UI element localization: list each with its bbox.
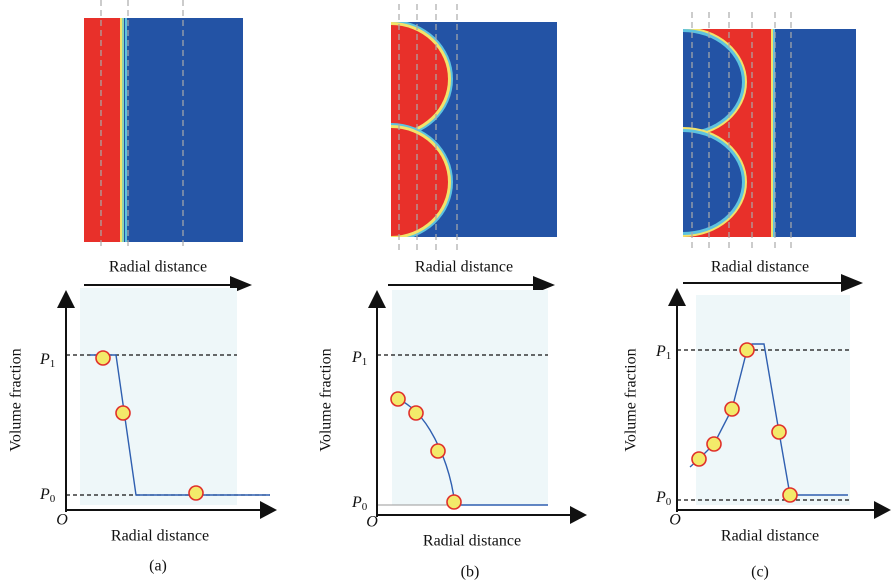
symbol: P <box>351 494 362 511</box>
subscript: 0 <box>666 496 672 508</box>
droplet <box>391 128 448 236</box>
sample-point <box>115 405 131 421</box>
sample-point <box>724 401 740 417</box>
symbol: P <box>39 486 50 503</box>
sample-point <box>706 436 722 452</box>
sample-point <box>771 424 787 440</box>
bubble <box>683 32 742 132</box>
x-label: Radial distance <box>721 528 819 545</box>
sample-point <box>390 391 406 407</box>
interface <box>122 18 124 242</box>
profile <box>391 394 548 506</box>
sample-point <box>739 342 755 358</box>
subscript: 1 <box>50 358 56 370</box>
droplet <box>391 25 448 133</box>
y-label: Volume fraction <box>318 348 335 451</box>
arrow-head <box>57 290 75 308</box>
sample-point <box>430 443 446 459</box>
caption: (c) <box>751 564 769 581</box>
arrow-head <box>668 288 686 306</box>
sample-point <box>691 451 707 467</box>
sample-point <box>408 405 424 421</box>
p1-label: P1 <box>351 349 367 368</box>
plot-area <box>80 288 237 505</box>
caption: (a) <box>149 558 167 575</box>
arrow-head <box>841 274 863 292</box>
top-label: Radial distance <box>415 259 513 276</box>
interface <box>773 29 775 237</box>
caption: (b) <box>461 564 480 581</box>
x-label: Radial distance <box>423 533 521 550</box>
red-phase <box>84 18 120 242</box>
top-label: Radial distance <box>109 259 207 276</box>
origin: O <box>56 512 68 529</box>
arrow-head <box>570 506 587 524</box>
symbol: P <box>351 349 362 366</box>
y-label: Volume fraction <box>623 348 640 451</box>
sample-point <box>782 487 798 503</box>
panel-b: Radial distance P1 P0 O Volume fraction … <box>318 4 587 581</box>
p1-label: P1 <box>39 351 55 370</box>
subscript: 1 <box>362 356 368 368</box>
arrow-head <box>533 276 555 294</box>
subscript: 1 <box>666 350 672 362</box>
arrow-head <box>874 501 891 519</box>
symbol: P <box>655 343 666 360</box>
symbol: P <box>655 489 666 506</box>
symbol: P <box>39 351 50 368</box>
interface <box>125 18 127 242</box>
p0-label: P0 <box>351 494 368 513</box>
p1-label: P1 <box>655 343 671 362</box>
top-label: Radial distance <box>711 259 809 276</box>
panel-a: Radial distance P1 P0 O Volume fraction … <box>8 0 277 575</box>
plot-area <box>392 290 548 505</box>
origin: O <box>669 512 681 529</box>
panel-c: Radial distance P1 P0 O Volume fraction … <box>623 12 891 581</box>
arrow-head <box>260 501 277 519</box>
subscript: 0 <box>50 493 56 505</box>
bubble <box>683 132 742 232</box>
interface <box>771 29 773 237</box>
y-label: Volume fraction <box>8 348 25 451</box>
x-label: Radial distance <box>111 528 209 545</box>
arrow-head <box>368 290 386 308</box>
origin: O <box>366 514 378 531</box>
p0-label: P0 <box>655 489 672 508</box>
sample-point <box>188 485 204 501</box>
interface <box>120 18 122 242</box>
subscript: 0 <box>362 501 368 513</box>
p0-label: P0 <box>39 486 56 505</box>
sample-point <box>446 494 462 510</box>
sample-point <box>95 350 111 366</box>
